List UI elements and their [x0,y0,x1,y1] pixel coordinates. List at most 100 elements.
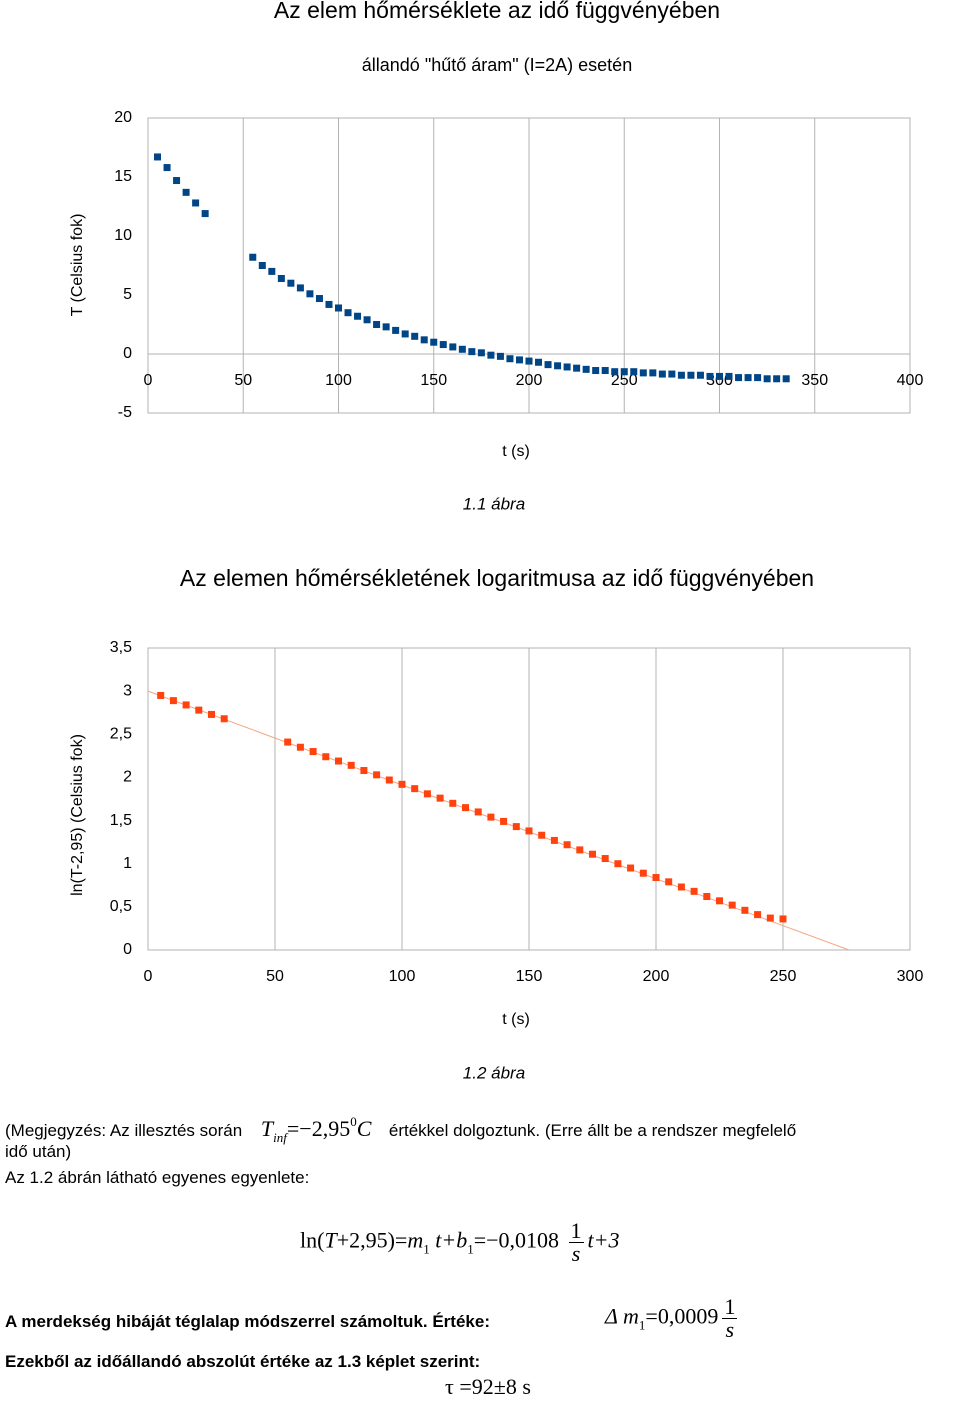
index: 1 [638,1317,646,1333]
point [620,368,628,376]
caption: 1.1 ábra [463,494,525,513]
point [652,874,660,882]
point [554,362,562,370]
point [677,371,685,379]
point [754,374,762,382]
point [363,316,371,324]
eq-part: 1 [423,1241,430,1257]
eq-part: t+ [435,1227,457,1253]
point [182,188,190,196]
denominator: s [571,1241,581,1266]
eq-part: ln( [300,1227,325,1253]
point [296,284,304,292]
point [335,304,342,312]
point [716,372,723,380]
point [296,743,304,751]
point [436,794,444,802]
point [411,785,419,793]
x-axis-label: t (s) [502,1011,530,1028]
point [477,349,485,357]
point [449,799,457,807]
y-tick-label: 2,5 [110,726,132,743]
intro: Az 1.2 ábrán látható egyenes egyenlete: [5,1168,310,1187]
point [398,780,406,788]
eq-part: t+3 [587,1227,620,1253]
point [535,358,543,366]
point [716,897,723,905]
x-tick-label: 0 [144,372,153,389]
point [525,827,533,835]
superscript: 0 [350,1114,357,1129]
point [563,841,571,849]
point [220,715,228,723]
point [706,372,714,380]
y-tick-label: 10 [114,227,132,244]
point [500,817,508,825]
point [741,906,749,914]
note-text: (Megjegyzés: Az illesztés során [5,1121,243,1140]
error-line: A merdekség hibáját téglalap módszerrel … [5,1312,490,1332]
x-tick-label: 150 [420,372,447,389]
eq-part: T [324,1227,337,1253]
point [487,813,495,821]
point [249,253,257,261]
point [284,738,292,746]
point [487,351,495,359]
point [763,375,771,383]
x-tick-label: 250 [770,968,797,985]
point [385,776,393,784]
x-tick-label: 100 [389,968,416,985]
point [154,153,162,161]
point [515,356,523,364]
point [192,199,200,207]
numerator: 1 [568,1218,584,1243]
point [687,371,695,379]
point [382,323,390,331]
point [573,364,581,372]
x-tick-label: 150 [516,968,543,985]
result-formula: τ =92±8 s [445,1374,531,1399]
result-line: Ezekből az időállandó abszolút értéke az… [5,1352,480,1372]
point [373,321,381,328]
symbol: Δ m [605,1303,639,1329]
y-tick-label: 2 [123,769,132,786]
point [322,753,330,761]
point [169,697,177,705]
x-tick-label: 200 [516,372,543,389]
x-tick-label: 200 [643,968,670,985]
point [703,893,711,901]
point [649,369,657,377]
y-tick-label: 1 [123,855,132,872]
point [639,869,647,877]
y-tick-label: 0 [123,345,132,362]
point [601,855,609,863]
point [668,370,676,378]
point [614,860,622,868]
point [744,374,752,382]
x-tick-label: 50 [266,968,284,985]
point [347,761,355,769]
point [287,279,295,287]
eq-part: +2,95)= [336,1227,408,1253]
point [627,864,635,872]
point [525,357,533,365]
note-text: értékkel dolgoztunk. (Erre állt be a ren… [388,1121,797,1140]
point [411,332,419,340]
point [458,345,466,353]
point [696,371,704,379]
y-tick-label: 0 [123,941,132,958]
point [735,374,743,382]
point [325,300,333,308]
x-tick-label: 50 [234,372,252,389]
point [576,846,584,854]
point [630,368,638,376]
point [690,887,698,895]
point [373,771,381,779]
point [173,177,181,185]
point [420,336,428,344]
point [423,790,431,798]
point [182,701,190,709]
point [496,352,504,360]
